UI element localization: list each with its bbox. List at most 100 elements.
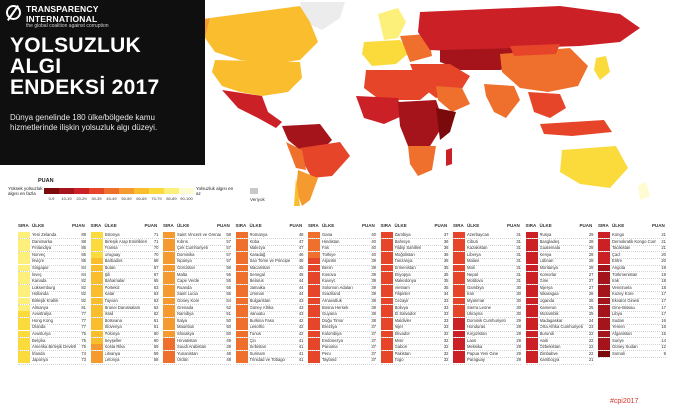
rank-swatch	[163, 264, 175, 271]
country-score: 21	[661, 232, 666, 237]
table-row: Endonezya 37	[308, 337, 376, 345]
country-score: 35	[443, 264, 449, 270]
country-name: Amerika Birleşik Devletleri	[32, 344, 76, 350]
usa	[212, 60, 302, 96]
row-divider	[90, 258, 159, 266]
country-name: Malavi	[467, 258, 480, 264]
row-divider	[90, 272, 159, 279]
country-name: Guyana	[322, 311, 337, 317]
russia	[418, 6, 640, 52]
country-score: 27	[588, 278, 594, 284]
row-divider	[90, 357, 159, 365]
table-row: Hollanda 82	[18, 291, 86, 299]
table-column: SIRA ÜLKE PUAN Estonya 71 Birleşik Arap Emirl…	[90, 222, 159, 402]
country-name: Ermenistan	[394, 264, 416, 270]
table-row: Finlandiya 85	[18, 245, 86, 253]
rank-swatch	[18, 251, 30, 258]
country-score: 33	[443, 311, 449, 317]
country-name: Hindistan	[322, 238, 340, 244]
country-score: 21	[588, 357, 594, 363]
rank-swatch	[163, 284, 175, 291]
table-row: Kazakistan 31	[453, 245, 521, 253]
table-row: Ukrayna 30	[453, 311, 521, 319]
rank-swatch	[525, 232, 538, 238]
country-score: 29	[516, 337, 521, 343]
rank-swatch	[235, 350, 248, 357]
table-row: Bolivya 33	[380, 304, 449, 312]
rank-swatch	[18, 350, 30, 357]
table-row: Kıbrıs 57	[163, 238, 231, 246]
row-divider	[90, 351, 159, 358]
rank-swatch	[163, 317, 175, 324]
country-name: Hong Kong	[32, 317, 53, 323]
rank-swatch	[235, 344, 248, 351]
column-header-label: PUAN	[72, 223, 85, 228]
row-divider	[598, 305, 666, 312]
country-name: Afganistan	[612, 330, 632, 336]
row-divider	[163, 245, 231, 253]
row-divider	[308, 272, 376, 279]
country-name: Venezuela	[612, 284, 632, 290]
column-header-label: ÜLKE	[322, 223, 335, 228]
country-name: Belarus	[249, 278, 264, 284]
rank-swatch	[525, 337, 538, 344]
table-row: Avustralya 77	[18, 311, 86, 319]
country-name: Birleşik Arap Emirlikleri	[104, 238, 148, 244]
rank-swatch	[308, 245, 320, 252]
country-score: 29	[516, 357, 521, 363]
table-row: Venezuela 18	[598, 284, 666, 293]
column-header-label: SIRA	[453, 223, 464, 228]
country-score: 71	[153, 238, 159, 244]
row-divider	[163, 357, 231, 365]
country-score: 39	[371, 291, 376, 297]
rank-swatch	[525, 304, 538, 311]
rank-swatch	[308, 357, 320, 364]
row-divider	[380, 331, 449, 339]
country-score: 61	[153, 317, 159, 323]
country-score: 39	[371, 271, 376, 277]
rank-swatch	[163, 324, 175, 331]
column-header-label: ÜLKE	[32, 223, 45, 228]
country-score: 45	[298, 264, 304, 270]
table-row: Ürdün 48	[163, 357, 231, 365]
legend-tick: 40-49	[106, 196, 117, 201]
country-score: 32	[443, 344, 449, 350]
row-divider	[598, 338, 666, 345]
table-row: Botsvana 61	[90, 317, 159, 326]
country-name: Hollanda	[32, 291, 49, 297]
rank-swatch	[380, 251, 393, 258]
table-row: Dominika 57	[163, 251, 231, 260]
rank-swatch	[163, 278, 175, 285]
table-row: Uruguay 70	[90, 251, 159, 260]
country-score: 21	[661, 238, 666, 244]
row-divider	[380, 338, 449, 345]
table-row: Hong Kong 77	[18, 317, 86, 326]
rank-swatch	[163, 232, 175, 238]
rank-swatch	[90, 271, 103, 278]
country-name: Fransa	[104, 245, 118, 251]
north-africa	[364, 70, 432, 100]
row-divider	[18, 265, 86, 273]
country-score: 21	[661, 245, 666, 251]
rank-swatch	[90, 251, 103, 258]
country-score: 17	[661, 311, 666, 317]
row-divider	[380, 298, 449, 306]
country-score: 70	[153, 245, 159, 251]
row-divider	[525, 252, 594, 260]
table-row: Malta 56	[163, 271, 231, 279]
rank-swatch	[453, 350, 465, 357]
rank-swatch	[90, 304, 103, 311]
table-row: Suudi Arabistan 49	[163, 344, 231, 352]
country-name: Ekvador	[394, 330, 410, 336]
row-divider	[380, 265, 449, 273]
country-score: 33	[443, 317, 449, 323]
rank-swatch	[308, 284, 320, 291]
rank-swatch	[380, 264, 393, 271]
rank-swatch	[18, 337, 30, 344]
column-header-label: ÜLKE	[177, 223, 190, 228]
table-row: Vanuatu 43	[235, 311, 304, 319]
country-name: Gine-Bissau	[612, 304, 635, 310]
row-divider	[18, 258, 86, 266]
rank-swatch	[308, 251, 320, 258]
table-row: Mozambik 25	[525, 311, 594, 319]
